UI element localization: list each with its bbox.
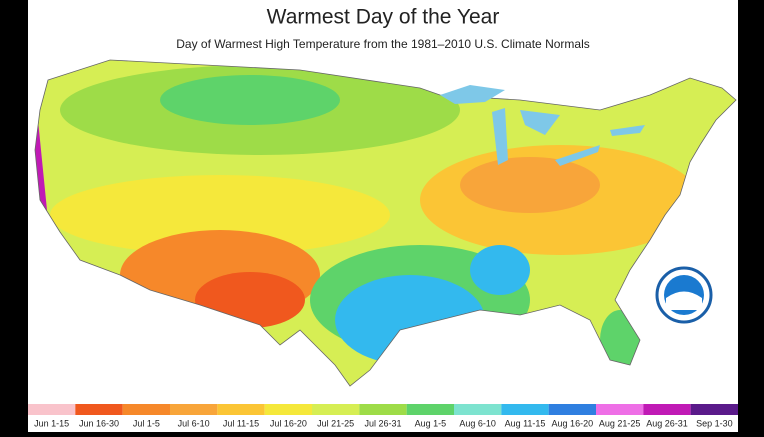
legend-swatch	[359, 404, 407, 415]
legend-swatch	[312, 404, 360, 415]
region	[50, 175, 390, 255]
legend-label: Sep 1-30	[696, 418, 733, 428]
legend-label: Jul 26-31	[364, 418, 401, 428]
legend-swatch	[122, 404, 170, 415]
legend-label: Jul 21-25	[317, 418, 354, 428]
region	[160, 75, 340, 125]
legend-label: Aug 21-25	[599, 418, 641, 428]
legend-swatch	[690, 404, 738, 415]
legend-label: Aug 11-15	[505, 418, 546, 428]
noaa-logo	[655, 266, 713, 324]
legend-swatch	[217, 404, 265, 415]
legend-label: Aug 26-31	[646, 418, 688, 428]
legend-swatch	[454, 404, 502, 415]
title: Warmest Day of the Year	[267, 6, 500, 29]
legend-swatch	[548, 404, 596, 415]
legend: Jun 1-15 Jun 16-30 Jul 1-5 Jul 6-10 Jul 11-1…	[28, 404, 738, 428]
us-outline	[34, 59, 737, 387]
legend-swatch	[28, 404, 76, 415]
legend-label: Jul 11-15	[223, 418, 259, 428]
great-lakes	[440, 85, 645, 166]
legend-label: Aug 1-5	[415, 418, 447, 428]
logo-bird	[666, 291, 702, 310]
legend-swatch	[264, 404, 312, 415]
legend-swatch	[596, 404, 644, 415]
subtitle: Day of Warmest High Temperature from the…	[176, 37, 590, 51]
coast-region	[35, 100, 70, 270]
region	[460, 157, 600, 213]
legend-label: Jul 16-20	[270, 418, 307, 428]
legend-label: Aug 6-10	[459, 418, 496, 428]
legend-label: Jul 1-5	[133, 418, 160, 428]
legend-swatch	[406, 404, 454, 415]
us-map	[35, 60, 736, 386]
legend-swatch	[643, 404, 691, 415]
legend-label: Jun 1-15	[34, 418, 69, 428]
lake	[520, 110, 560, 135]
region	[470, 245, 530, 295]
legend-swatch	[75, 404, 123, 415]
legend-label: Jul 6-10	[178, 418, 210, 428]
legend-swatch	[170, 404, 218, 415]
lake	[492, 108, 508, 165]
region	[600, 310, 640, 370]
lake	[610, 125, 645, 136]
legend-label: Jun 16-30	[79, 418, 119, 428]
lake	[440, 85, 505, 104]
legend-label: Aug 16-20	[552, 418, 594, 428]
legend-swatch	[501, 404, 549, 415]
lake	[555, 145, 600, 166]
